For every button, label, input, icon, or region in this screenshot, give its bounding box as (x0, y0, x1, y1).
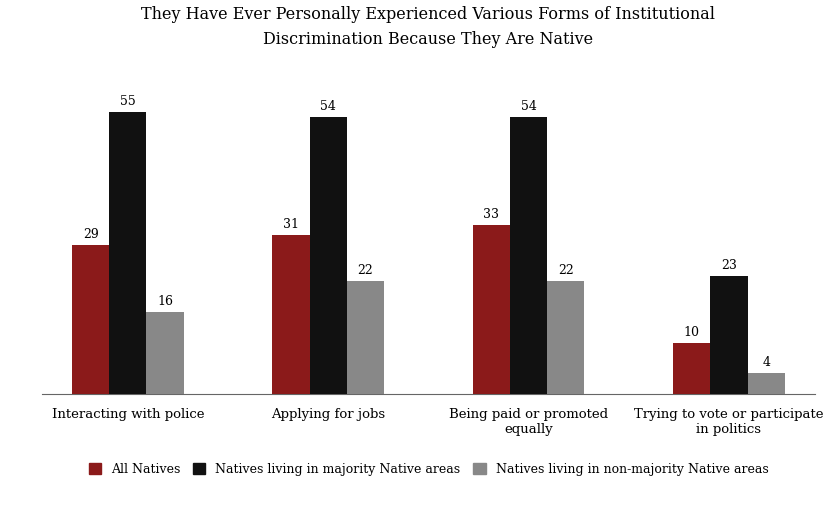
Text: 54: 54 (320, 100, 336, 113)
Bar (748, 373, 785, 394)
Bar (673, 342, 711, 394)
Bar (146, 312, 184, 394)
Bar (109, 112, 146, 394)
Bar (347, 281, 384, 394)
Text: 10: 10 (684, 326, 700, 338)
Bar (711, 276, 748, 394)
Bar (473, 225, 510, 394)
Text: 16: 16 (157, 295, 173, 308)
Text: 33: 33 (483, 208, 499, 221)
Bar (310, 117, 347, 394)
Text: 4: 4 (762, 357, 770, 369)
Text: 22: 22 (358, 264, 373, 277)
Bar (510, 117, 547, 394)
Title: Chart 3:
Percent of Native Americans, By Neighborhood Composition, Saying
They H: Chart 3: Percent of Native Americans, By… (141, 0, 716, 48)
Text: 31: 31 (283, 218, 299, 231)
Bar (547, 281, 585, 394)
Bar (272, 235, 310, 394)
Text: 54: 54 (521, 100, 537, 113)
Text: 55: 55 (120, 95, 136, 108)
Bar (72, 245, 109, 394)
Text: 29: 29 (83, 228, 98, 241)
Text: 22: 22 (558, 264, 574, 277)
Text: 23: 23 (721, 259, 737, 272)
Legend: All Natives, Natives living in majority Native areas, Natives living in non-majo: All Natives, Natives living in majority … (83, 458, 774, 481)
